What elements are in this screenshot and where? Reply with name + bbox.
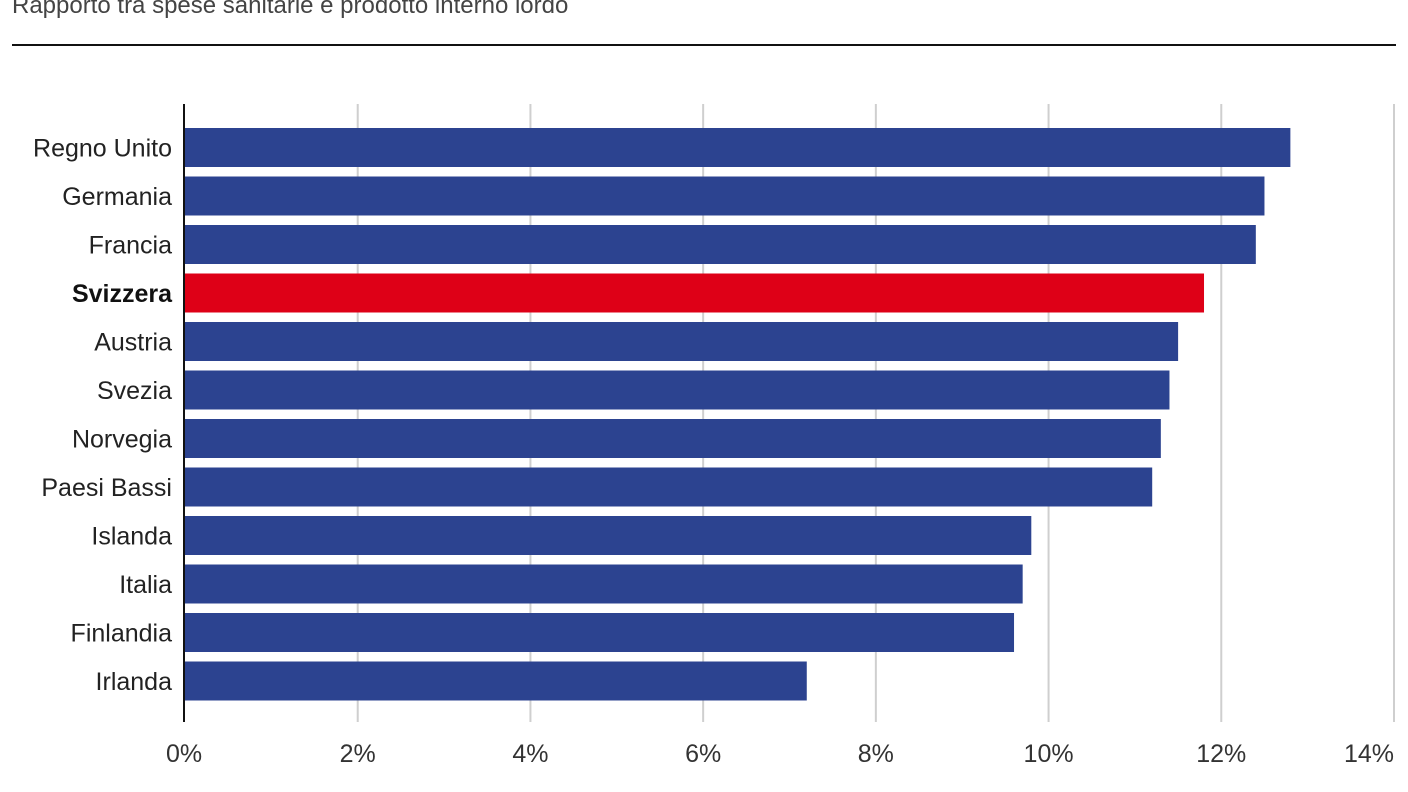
- bar: [185, 322, 1179, 361]
- category-label: Finlandia: [71, 620, 173, 648]
- category-label: Austria: [94, 329, 172, 357]
- category-label: Germania: [62, 183, 172, 211]
- bar: [185, 176, 1265, 216]
- bar: [185, 661, 807, 701]
- bars: [185, 128, 1291, 701]
- x-tick-label: 0%: [166, 740, 202, 768]
- bar: [185, 467, 1153, 507]
- category-labels: Regno Unito Germania Francia Svizzera Austri…: [33, 135, 173, 697]
- category-label: Svizzera: [72, 280, 173, 308]
- x-tick-label: 6%: [685, 740, 721, 768]
- header-rule: [12, 44, 1396, 46]
- bar: [185, 516, 1032, 555]
- category-label: Francia: [89, 232, 172, 260]
- x-tick-label: 8%: [858, 740, 894, 768]
- x-tick-labels: 0% 2% 4% 6% 8% 10% 12% 14%: [166, 740, 1394, 768]
- category-label: Norvegia: [72, 426, 172, 454]
- category-label: Islanda: [91, 523, 172, 551]
- bar: [185, 128, 1291, 167]
- x-tick-label: 4%: [512, 740, 548, 768]
- x-tick-label: 10%: [1024, 740, 1074, 768]
- bar: [185, 419, 1161, 458]
- category-label: Irlanda: [96, 668, 173, 696]
- category-label: Regno Unito: [33, 135, 172, 163]
- chart-subtitle: Rapporto tra spese sanitarie e prodotto …: [12, 0, 569, 19]
- bar: [185, 370, 1170, 410]
- x-tick-label: 2%: [340, 740, 376, 768]
- bar: [185, 564, 1023, 604]
- bar: [185, 613, 1015, 652]
- bar: [185, 225, 1256, 264]
- category-label: Paesi Bassi: [41, 474, 172, 502]
- x-tick-label: 12%: [1196, 740, 1246, 768]
- x-tick-label: 14%: [1344, 740, 1394, 768]
- category-label: Svezia: [97, 377, 172, 405]
- category-label: Italia: [119, 571, 172, 599]
- bar-highlight: [185, 273, 1205, 313]
